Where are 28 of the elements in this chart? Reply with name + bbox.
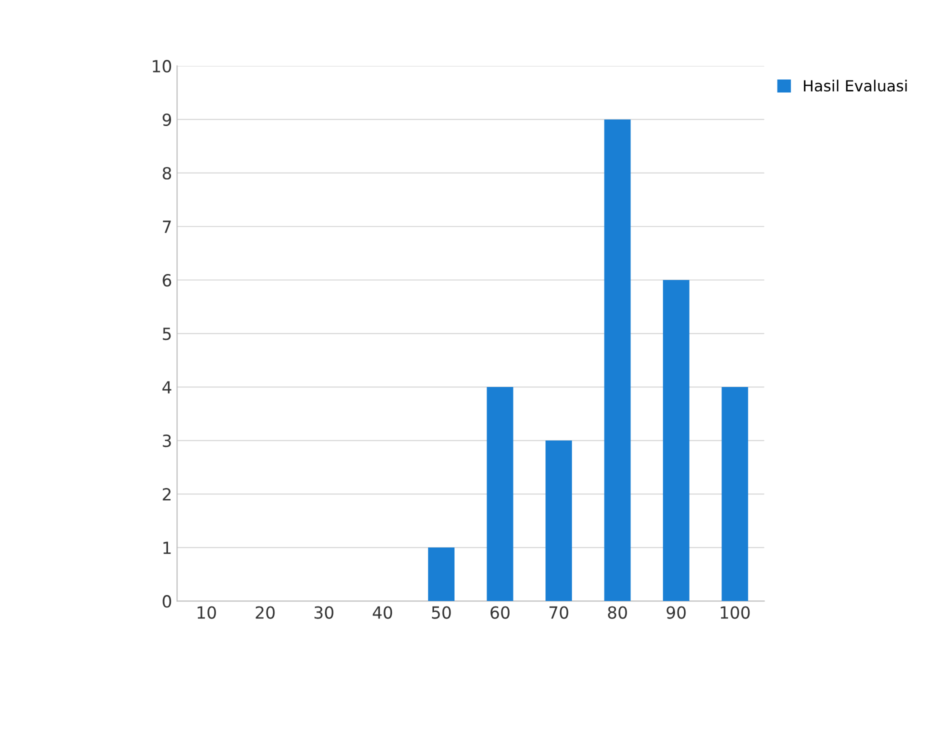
y-tick-label: 7 bbox=[162, 220, 171, 233]
y-tick-label: 5 bbox=[162, 328, 171, 340]
bar bbox=[722, 387, 748, 602]
x-tick-label: 100 bbox=[720, 606, 750, 619]
x-tick-label: 80 bbox=[608, 606, 627, 619]
y-tick-label: 9 bbox=[162, 113, 172, 126]
x-tick-label: 30 bbox=[314, 606, 334, 619]
x-tick-label: 90 bbox=[666, 606, 686, 619]
y-tick-label: 3 bbox=[162, 434, 171, 448]
y-tick-label: 0 bbox=[162, 595, 172, 608]
y-tick-label: 4 bbox=[162, 381, 172, 394]
x-tick-label: 60 bbox=[490, 606, 510, 619]
x-tick-label: 20 bbox=[256, 606, 275, 619]
x-tick-label: 50 bbox=[432, 606, 451, 619]
bar bbox=[486, 387, 514, 602]
y-tick-label: 2 bbox=[162, 488, 171, 500]
x-tick-label: 70 bbox=[549, 606, 568, 619]
y-tick-label: 6 bbox=[162, 274, 172, 287]
bar bbox=[546, 440, 572, 602]
legend-label: Hasil Evaluasi bbox=[804, 80, 907, 92]
bar bbox=[662, 280, 690, 602]
y-tick-label: 1 bbox=[163, 542, 171, 554]
bar bbox=[604, 119, 631, 602]
bar bbox=[428, 548, 455, 602]
x-tick-label: 10 bbox=[198, 606, 216, 619]
x-tick-label: 40 bbox=[372, 606, 392, 619]
y-tick-label: 8 bbox=[162, 166, 172, 180]
y-tick-label: 10 bbox=[152, 60, 172, 73]
